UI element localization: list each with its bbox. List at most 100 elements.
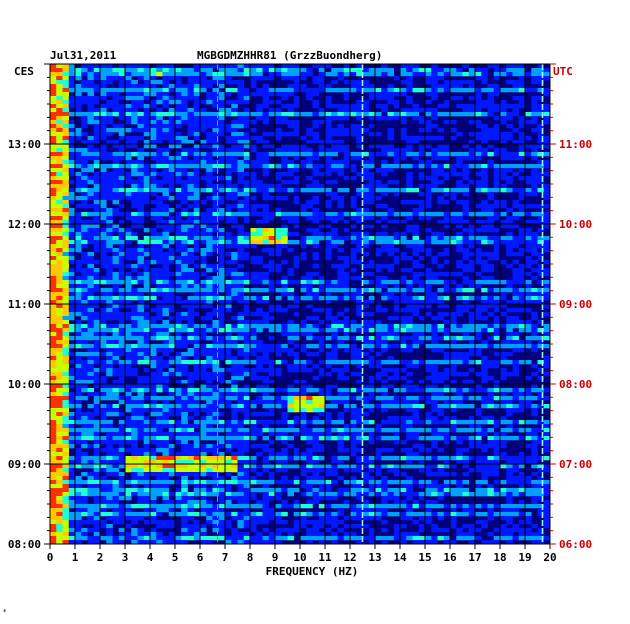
- heatmap-cell: [281, 144, 288, 149]
- heatmap-cell: [87, 420, 95, 425]
- heatmap-cell: [425, 100, 432, 105]
- heatmap-cell: [162, 128, 170, 133]
- heatmap-cell: [418, 316, 426, 321]
- heatmap-cell: [93, 84, 101, 89]
- heatmap-cell: [168, 292, 176, 297]
- heatmap-cell: [93, 148, 101, 153]
- heatmap-cell: [462, 164, 470, 169]
- heatmap-cell: [306, 200, 313, 205]
- heatmap-cell: [293, 324, 301, 329]
- heatmap-cell: [275, 72, 282, 77]
- heatmap-cell: [100, 360, 107, 365]
- heatmap-cell: [93, 312, 101, 317]
- heatmap-cell: [87, 300, 95, 305]
- heatmap-cell: [481, 356, 488, 361]
- heatmap-cell: [487, 256, 495, 261]
- heatmap-cell: [281, 388, 288, 393]
- heatmap-cell: [400, 108, 407, 113]
- heatmap-cell: [93, 392, 101, 397]
- heatmap-cell: [137, 168, 145, 173]
- heatmap-cell: [543, 68, 551, 73]
- heatmap-cell: [143, 140, 151, 145]
- heatmap-cell: [200, 416, 207, 421]
- heatmap-cell: [50, 332, 57, 337]
- heatmap-cell: [356, 80, 363, 85]
- heatmap-cell: [331, 344, 338, 349]
- heatmap-cell: [412, 248, 420, 253]
- heatmap-cell: [350, 360, 357, 365]
- heatmap-cell: [100, 148, 107, 153]
- heatmap-cell: [456, 68, 463, 73]
- heatmap-cell: [87, 192, 95, 197]
- heatmap-cell: [112, 264, 120, 269]
- heatmap-cell: [62, 136, 70, 141]
- heatmap-cell: [493, 304, 501, 309]
- heatmap-cell: [93, 396, 101, 401]
- heatmap-cell: [312, 168, 320, 173]
- heatmap-cell: [525, 328, 532, 333]
- heatmap-cell: [137, 224, 145, 229]
- heatmap-cell: [343, 256, 351, 261]
- heatmap-cell: [262, 400, 270, 405]
- heatmap-cell: [443, 148, 451, 153]
- heatmap-cell: [93, 140, 101, 145]
- heatmap-cell: [131, 180, 138, 185]
- heatmap-cell: [106, 180, 113, 185]
- heatmap-cell: [206, 316, 213, 321]
- heatmap-cell: [368, 404, 376, 409]
- heatmap-cell: [193, 168, 201, 173]
- heatmap-cell: [275, 164, 282, 169]
- heatmap-cell: [212, 188, 220, 193]
- heatmap-cell: [250, 80, 257, 85]
- heatmap-cell: [68, 276, 76, 281]
- heatmap-cell: [75, 416, 82, 421]
- heatmap-cell: [256, 360, 263, 365]
- heatmap-cell: [387, 240, 395, 245]
- heatmap-cell: [212, 324, 220, 329]
- heatmap-cell: [156, 216, 163, 221]
- heatmap-cell: [300, 388, 307, 393]
- heatmap-cell: [412, 244, 420, 249]
- heatmap-cell: [325, 236, 332, 241]
- heatmap-cell: [175, 144, 182, 149]
- heatmap-cell: [318, 336, 326, 341]
- heatmap-cell: [443, 288, 451, 293]
- heatmap-cell: [275, 348, 282, 353]
- heatmap-cell: [112, 252, 120, 257]
- heatmap-cell: [237, 428, 245, 433]
- heatmap-cell: [131, 140, 138, 145]
- heatmap-cell: [187, 184, 195, 189]
- heatmap-cell: [350, 236, 357, 241]
- heatmap-cell: [362, 412, 370, 417]
- heatmap-cell: [281, 236, 288, 241]
- heatmap-cell: [100, 388, 107, 393]
- heatmap-cell: [187, 192, 195, 197]
- heatmap-cell: [475, 148, 482, 153]
- heatmap-cell: [525, 248, 532, 253]
- heatmap-cell: [143, 368, 151, 373]
- heatmap-cell: [143, 88, 151, 93]
- heatmap-cell: [156, 328, 163, 333]
- heatmap-cell: [362, 236, 370, 241]
- heatmap-cell: [518, 308, 526, 313]
- heatmap-cell: [212, 64, 220, 69]
- heatmap-cell: [525, 308, 532, 313]
- heatmap-cell: [243, 116, 251, 121]
- heatmap-cell: [156, 112, 163, 117]
- heatmap-cell: [237, 264, 245, 269]
- heatmap-cell: [300, 396, 307, 401]
- heatmap-cell: [68, 412, 76, 417]
- heatmap-cell: [100, 168, 107, 173]
- heatmap-cell: [493, 308, 501, 313]
- heatmap-cell: [500, 148, 507, 153]
- heatmap-cell: [50, 384, 57, 389]
- heatmap-cell: [406, 216, 413, 221]
- heatmap-cell: [243, 308, 251, 313]
- heatmap-cell: [118, 132, 126, 137]
- heatmap-cell: [118, 320, 126, 325]
- heatmap-cell: [481, 200, 488, 205]
- heatmap-cell: [306, 400, 313, 405]
- heatmap-cell: [175, 328, 182, 333]
- heatmap-cell: [181, 212, 188, 217]
- heatmap-cell: [337, 412, 345, 417]
